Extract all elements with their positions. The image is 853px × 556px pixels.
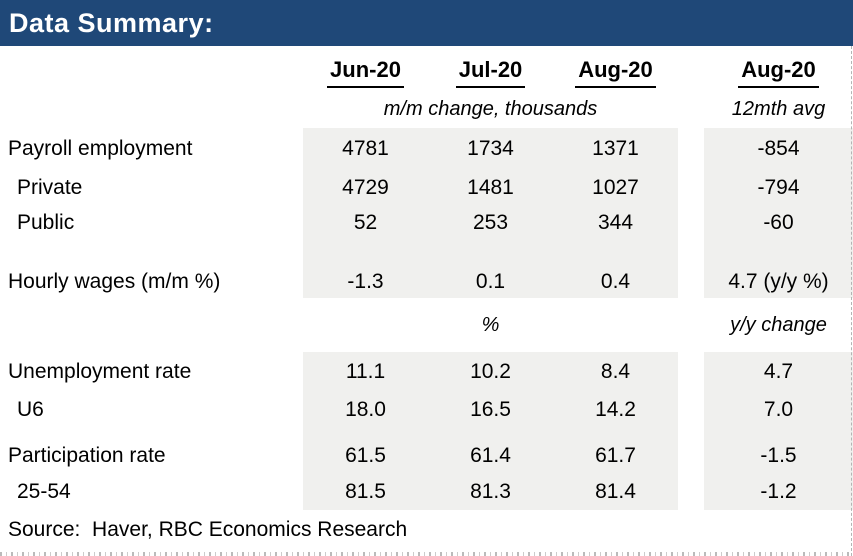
spacer-cell	[303, 240, 678, 266]
col-header-avg-label: Aug-20	[738, 57, 819, 88]
col-header-aug: Aug-20	[553, 57, 678, 90]
table-row-payroll: Payroll employment 4781 1734 1371 -854	[0, 128, 853, 170]
cell-avg-value: -854	[704, 128, 853, 170]
cell-value: 10.2	[428, 352, 553, 392]
column-gutter	[678, 474, 704, 510]
table-row-u6: U6 18.0 16.5 14.2 7.0	[0, 392, 853, 427]
cell-avg-value: -1.5	[704, 437, 853, 474]
units-yy-change: y/y change	[730, 313, 827, 336]
row-label: Private	[17, 175, 83, 199]
column-gutter	[678, 128, 704, 170]
units-spacer	[0, 90, 303, 128]
row-label: U6	[17, 397, 44, 421]
cell-value: 52	[303, 205, 428, 240]
units-row-1: m/m change, thousands 12mth avg	[0, 90, 853, 128]
cell-value: 1371	[553, 128, 678, 170]
column-gutter	[678, 352, 704, 392]
cell-value: 16.5	[428, 392, 553, 427]
units-spacer	[0, 298, 303, 352]
cell-value: 61.7	[553, 437, 678, 474]
units-12mth-avg: 12mth avg	[731, 97, 826, 120]
cell-value: -1.3	[303, 266, 428, 298]
source-text: Source: Haver, RBC Economics Research	[8, 517, 408, 541]
cell-avg-value: 4.7 (y/y %)	[704, 266, 853, 298]
source-row: Source: Haver, RBC Economics Research	[0, 510, 853, 549]
spacer-row	[0, 427, 853, 437]
cell-value: 0.1	[428, 266, 553, 298]
clipped-text-remnant	[0, 552, 853, 556]
col-header-aug-label: Aug-20	[575, 57, 656, 88]
row-label: Unemployment rate	[8, 360, 192, 383]
period-header-row: Jun-20 Jul-20 Aug-20 Aug-20	[0, 46, 853, 90]
col-header-jun: Jun-20	[303, 57, 428, 90]
row-label: 25-54	[17, 480, 71, 503]
column-gutter	[678, 90, 704, 128]
cell-avg-value: 7.0	[704, 392, 853, 427]
column-gutter	[678, 427, 704, 437]
column-gutter	[678, 170, 704, 205]
cell-value: 11.1	[303, 352, 428, 392]
cell-value: 81.5	[303, 474, 428, 510]
spacer-cell	[0, 240, 303, 266]
cell-value: 344	[553, 205, 678, 240]
cell-value: 1027	[553, 170, 678, 205]
cell-value: 81.3	[428, 474, 553, 510]
cell-value: 253	[428, 205, 553, 240]
page-break-dashed-line	[851, 46, 852, 556]
row-label: Participation rate	[8, 443, 166, 467]
row-label: Payroll employment	[8, 137, 193, 160]
column-gutter	[678, 240, 704, 266]
title-bar: Data Summary:	[0, 0, 853, 46]
spacer-row	[0, 240, 853, 266]
table-row-public: Public 52 253 344 -60	[0, 205, 853, 240]
column-gutter	[678, 266, 704, 298]
column-gutter	[678, 205, 704, 240]
col-header-jul-label: Jul-20	[455, 57, 526, 88]
cell-value: 18.0	[303, 392, 428, 427]
table-row-hourly-wages: Hourly wages (m/m %) -1.3 0.1 0.4 4.7 (y…	[0, 266, 853, 298]
cell-value: 81.4	[553, 474, 678, 510]
spacer-cell	[0, 427, 303, 437]
column-gutter	[678, 392, 704, 427]
row-label: Hourly wages (m/m %)	[8, 270, 221, 293]
units-mm-change: m/m change, thousands	[383, 97, 598, 120]
column-gutter	[678, 298, 704, 352]
cell-value: 1734	[428, 128, 553, 170]
table-row-participation: Participation rate 61.5 61.4 61.7 -1.5	[0, 437, 853, 474]
cell-value: 14.2	[553, 392, 678, 427]
cell-value: 4729	[303, 170, 428, 205]
cell-value: 0.4	[553, 266, 678, 298]
cell-value: 1481	[428, 170, 553, 205]
spacer-cell	[704, 427, 853, 437]
cell-value: 61.5	[303, 437, 428, 474]
spacer-cell	[704, 240, 853, 266]
column-gutter	[678, 437, 704, 474]
col-header-jun-label: Jun-20	[327, 57, 404, 88]
cell-avg-value: -1.2	[704, 474, 853, 510]
col-header-jul: Jul-20	[428, 57, 553, 90]
row-label: Public	[17, 210, 75, 234]
cell-value: 61.4	[428, 437, 553, 474]
units-percent: %	[481, 313, 500, 336]
cell-avg-value: -794	[704, 170, 853, 205]
cell-value: 4781	[303, 128, 428, 170]
cell-avg-value: -60	[704, 205, 853, 240]
cell-avg-value: 4.7	[704, 352, 853, 392]
col-header-avg: Aug-20	[704, 57, 853, 90]
table-row-25-54: 25-54 81.5 81.3 81.4 -1.2	[0, 474, 853, 510]
units-row-2: % y/y change	[0, 298, 853, 352]
spacer-cell	[303, 427, 678, 437]
table-row-private: Private 4729 1481 1027 -794	[0, 170, 853, 205]
table-row-unemployment: Unemployment rate 11.1 10.2 8.4 4.7	[0, 352, 853, 392]
data-table: Jun-20 Jul-20 Aug-20 Aug-20 m/m change, …	[0, 46, 853, 549]
page-title: Data Summary:	[9, 7, 214, 38]
cell-value: 8.4	[553, 352, 678, 392]
